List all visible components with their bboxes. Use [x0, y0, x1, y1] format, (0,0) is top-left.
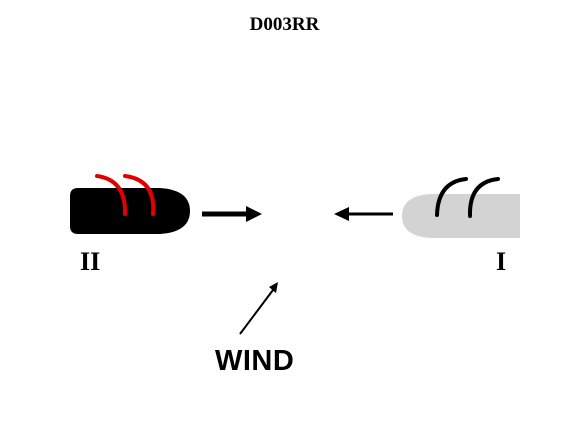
diagram-title: D003RR — [249, 14, 320, 35]
arrow-up-right-icon — [239, 282, 278, 335]
right-finger-arc-1 — [435, 177, 468, 217]
arrow-left-icon — [334, 207, 393, 221]
fist-pointing-left-icon — [402, 177, 520, 238]
wind-label: WIND — [215, 345, 295, 377]
left-hand-shape — [70, 188, 190, 234]
right-hand-shape — [402, 194, 520, 238]
arrow-right-icon — [202, 206, 262, 222]
left-finger-arc-2 — [123, 174, 156, 216]
left-finger-arc-1 — [95, 174, 128, 216]
label-right-hand: I — [496, 247, 507, 276]
fist-pointing-right-icon — [70, 174, 190, 234]
label-left-hand: II — [80, 247, 101, 276]
right-finger-arc-2 — [467, 177, 500, 218]
